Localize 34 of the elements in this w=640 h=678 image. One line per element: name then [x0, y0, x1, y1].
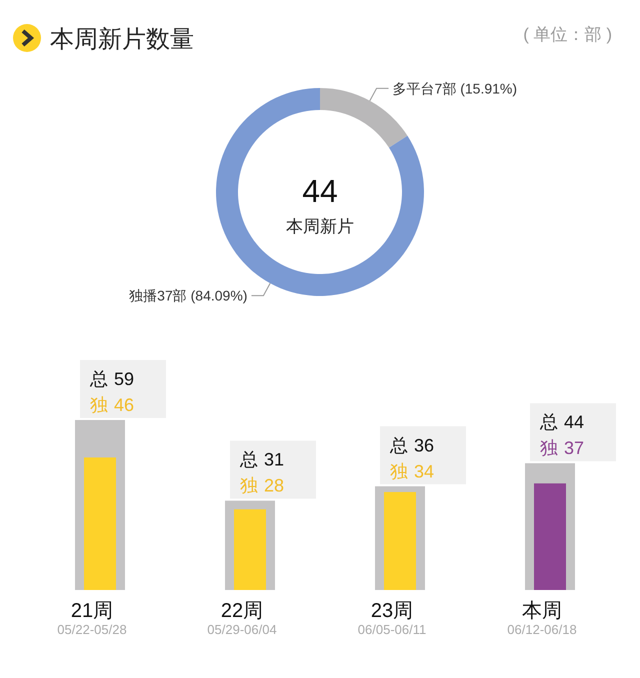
text: 06/12-06/18	[507, 622, 577, 637]
data-label: 31	[264, 450, 284, 470]
data-label: 46	[114, 395, 134, 415]
text: 05/22-05/28	[57, 622, 127, 637]
bar	[234, 509, 266, 590]
slice-label: 多平台7部 (15.91%)	[392, 80, 518, 96]
bar	[84, 457, 116, 590]
data-label: 34	[414, 461, 434, 482]
chart-title: 本周新片数量	[50, 26, 194, 53]
slice-label: 独播37部 (84.09%)	[129, 288, 248, 304]
series-label: 总	[89, 369, 108, 389]
text: 独	[540, 438, 558, 458]
x-tick-label: 本周	[522, 600, 562, 622]
text: 独	[240, 476, 258, 496]
data-label: 59	[114, 369, 134, 389]
data-label: 37	[564, 438, 584, 458]
bar	[384, 492, 416, 590]
x-tick-label: 21周	[70, 600, 114, 622]
text: 总	[390, 435, 408, 456]
data-label: 44	[564, 412, 584, 432]
text: ( 单位：部 )	[523, 25, 612, 44]
text: 44	[302, 173, 338, 209]
text: 本周新片	[286, 217, 354, 236]
text: 06/05-06/11	[358, 622, 426, 637]
x-tick-label: 23周	[370, 600, 414, 622]
text: 独	[90, 395, 108, 415]
bar	[534, 483, 566, 590]
text: 05/29-06/04	[207, 622, 277, 637]
text: 总	[240, 450, 258, 470]
series-label: 独	[390, 461, 408, 482]
data-label: 28	[264, 476, 284, 496]
text: 总	[540, 412, 558, 432]
data-label: 36	[414, 435, 434, 456]
x-tick-label: 22周	[220, 600, 264, 622]
